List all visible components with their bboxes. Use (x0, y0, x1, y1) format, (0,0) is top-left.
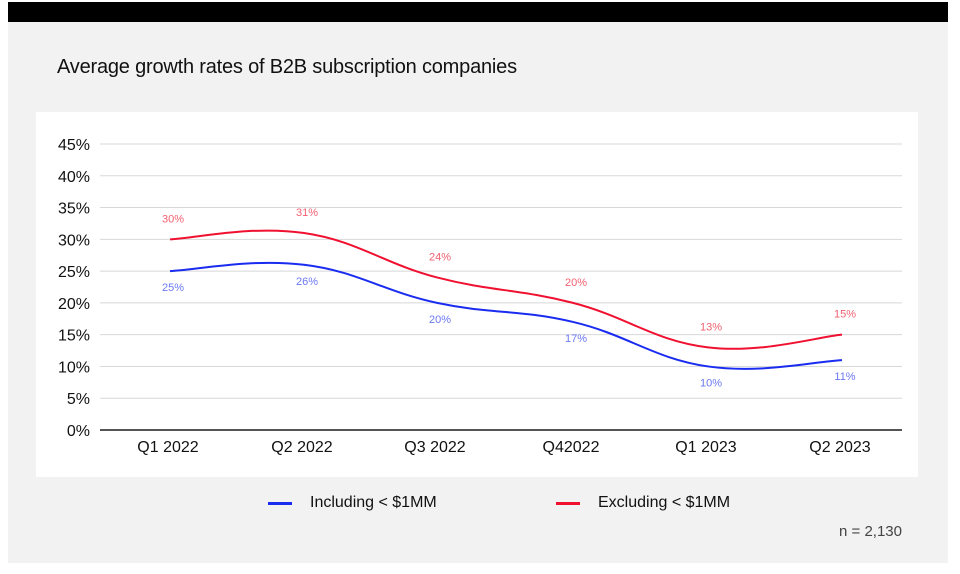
legend-swatch-red (556, 501, 580, 505)
top-bar (8, 2, 948, 22)
series-line-including (169, 261, 843, 370)
data-label: 10% (700, 377, 722, 389)
data-label: 20% (429, 314, 451, 326)
y-tick-label: 5% (67, 391, 90, 408)
legend-label: Excluding < $1MM (598, 494, 731, 511)
legend-swatch-blue (268, 501, 292, 505)
legend-item-excluding: Excluding < $1MM (556, 494, 730, 512)
legend-item-including: Including < $1MM (268, 494, 437, 512)
y-tick-label: 10% (58, 359, 90, 376)
data-label: 15% (834, 309, 856, 321)
x-tick-label: Q2 2023 (809, 439, 870, 456)
series-line-excluding (169, 229, 843, 350)
legend-label: Including < $1MM (310, 494, 437, 511)
data-label: 17% (565, 333, 587, 345)
data-label: 20% (565, 277, 587, 289)
y-tick-label: 20% (58, 296, 90, 313)
chart-title: Average growth rates of B2B subscription… (57, 56, 517, 78)
x-tick-label: Q2 2022 (271, 439, 332, 456)
data-label: 24% (429, 251, 451, 263)
data-label: 25% (162, 282, 184, 294)
x-tick-label: Q1 2023 (675, 439, 736, 456)
plot-card (36, 112, 918, 477)
y-tick-label: 30% (58, 232, 90, 249)
y-tick-label: 25% (58, 264, 90, 281)
data-label: 31% (296, 207, 318, 219)
x-tick-label: Q42022 (543, 439, 600, 456)
sample-size-note: n = 2,130 (839, 523, 902, 540)
x-tick-label: Q3 2022 (404, 439, 465, 456)
y-tick-label: 35% (58, 201, 90, 218)
data-label: 11% (834, 371, 855, 383)
y-tick-label: 0% (67, 423, 90, 440)
data-label: 13% (700, 321, 722, 333)
y-tick-label: 40% (58, 169, 90, 186)
y-tick-label: 15% (58, 328, 90, 345)
data-label: 26% (296, 276, 318, 288)
data-label: 30% (162, 213, 184, 225)
y-tick-label: 45% (58, 137, 90, 154)
x-tick-label: Q1 2022 (137, 439, 198, 456)
